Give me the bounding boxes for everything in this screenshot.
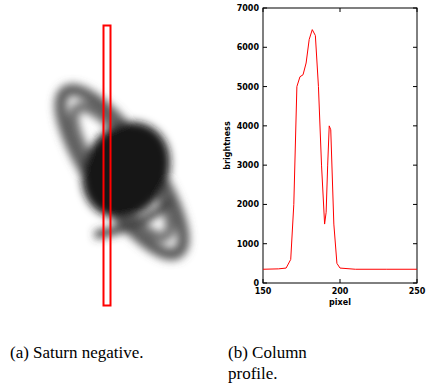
x-tick-label: 150	[255, 287, 272, 296]
y-tick	[413, 243, 417, 244]
y-tick	[263, 165, 267, 166]
y-tick	[263, 125, 267, 126]
y-tick-label: 5000	[237, 83, 260, 92]
caption-line: (b) Column	[228, 343, 307, 362]
y-tick	[413, 86, 417, 87]
y-tick-label: 2000	[237, 200, 260, 209]
y-tick-label: 3000	[237, 161, 260, 170]
caption: (a) Saturn negative.	[10, 343, 144, 362]
x-axis-title: pixel	[329, 298, 351, 307]
y-axis-title: brightness	[223, 121, 232, 170]
y-tick	[413, 47, 417, 48]
planet	[65, 106, 188, 235]
outer-ring	[41, 75, 203, 270]
caption-line: profile.	[228, 364, 278, 383]
x-tick-label: 250	[409, 287, 426, 296]
y-tick	[263, 47, 267, 48]
figure: (a) Saturn negative.01000200030004000500…	[0, 0, 437, 385]
ring-front	[95, 200, 170, 235]
x-tick-label: 200	[332, 287, 349, 296]
y-tick	[413, 165, 417, 166]
y-tick	[263, 243, 267, 244]
x-tick	[340, 279, 341, 283]
y-tick-label: 6000	[237, 43, 260, 52]
plot-area	[263, 30, 417, 270]
y-tick	[413, 204, 417, 205]
y-tick	[413, 125, 417, 126]
y-tick	[263, 204, 267, 205]
y-tick-label: 7000	[237, 4, 260, 13]
y-tick-label: 1000	[237, 240, 260, 249]
x-tick	[340, 8, 341, 12]
plot-frame	[263, 8, 417, 283]
column-marker	[104, 26, 111, 306]
saturn-image	[41, 75, 203, 270]
caption: (b) Column profile.	[228, 343, 307, 383]
y-tick-label: 4000	[237, 122, 260, 131]
profile-line	[263, 30, 417, 270]
y-tick	[263, 86, 267, 87]
